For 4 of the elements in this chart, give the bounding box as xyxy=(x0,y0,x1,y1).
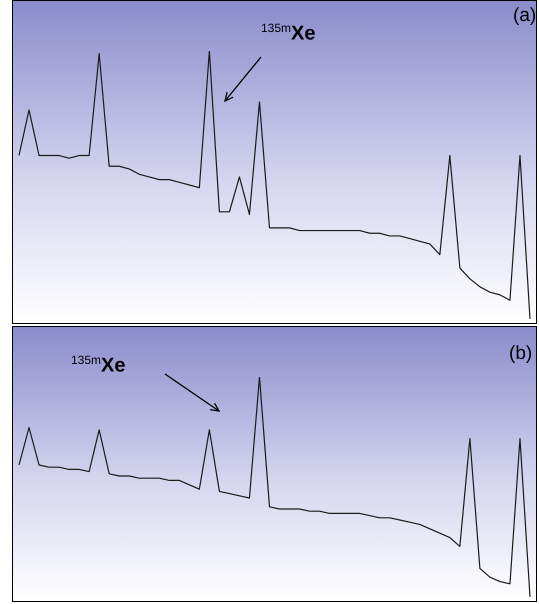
text: (b) xyxy=(509,343,532,365)
text: $^{135m}$Xe xyxy=(71,353,126,378)
text: $^{135m}$Xe xyxy=(261,21,316,46)
text: (a) xyxy=(513,5,536,27)
